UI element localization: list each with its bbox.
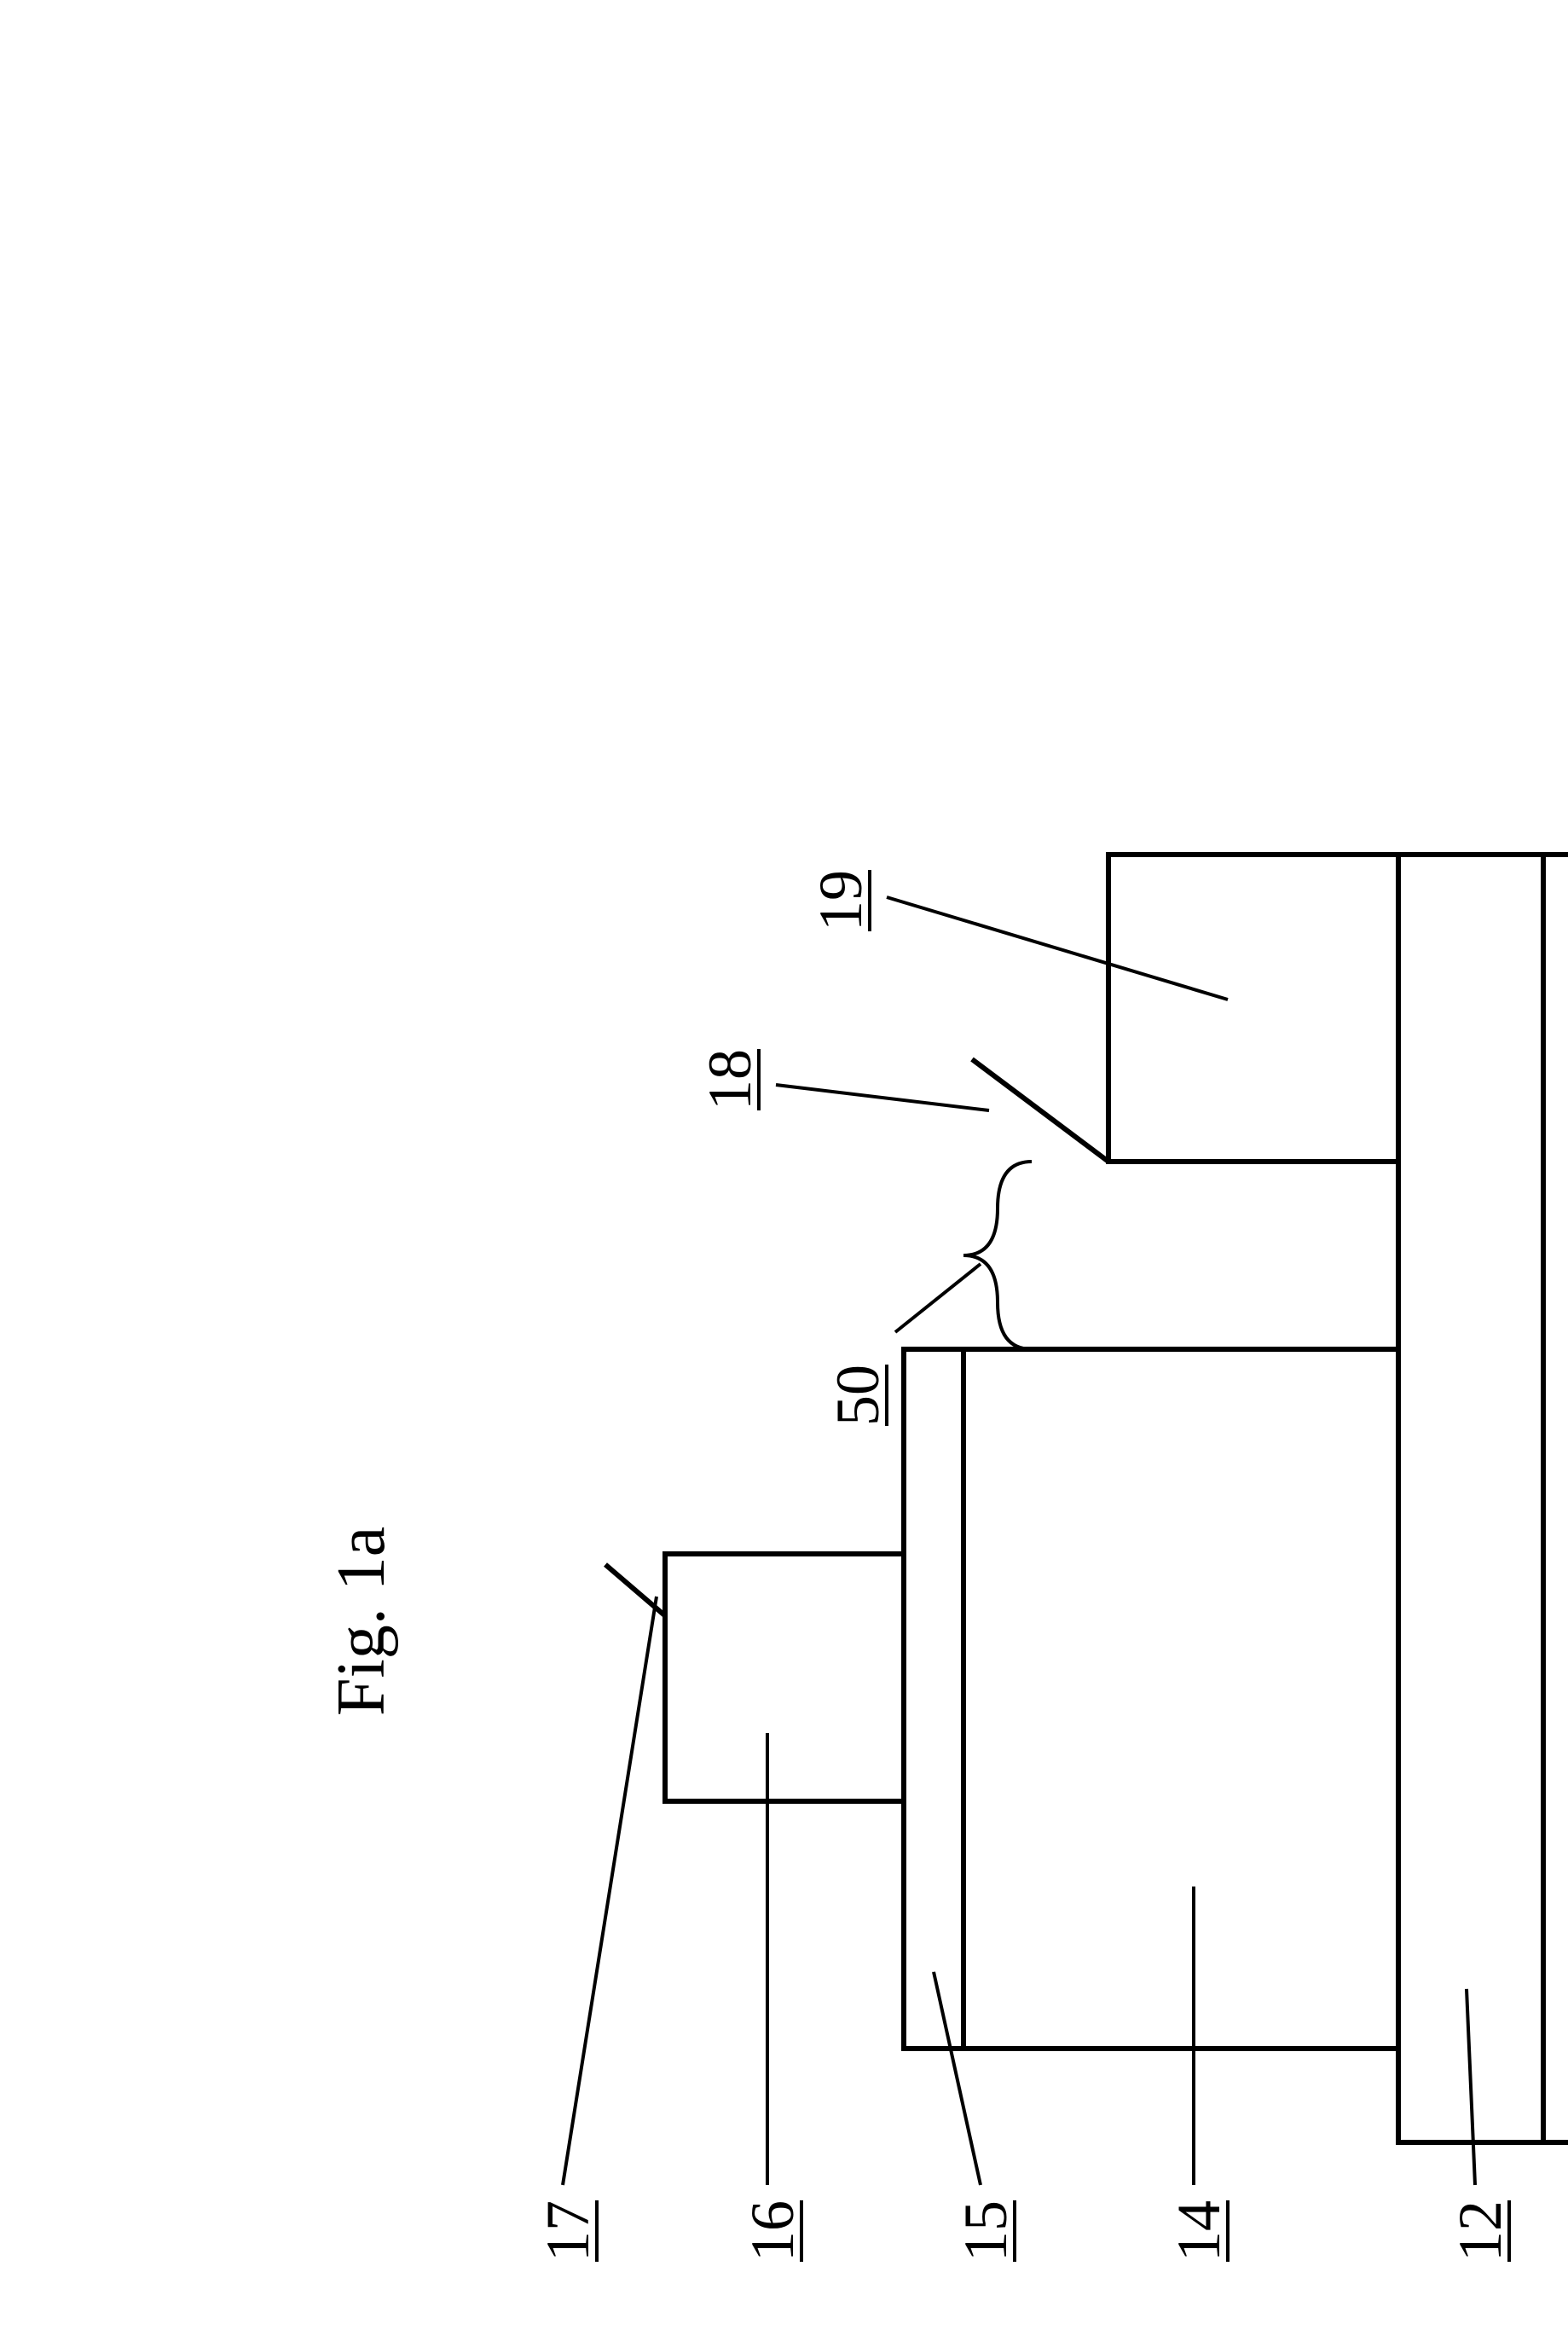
ref-50-label: 50 bbox=[824, 1365, 892, 1426]
ref-16-label: 16 bbox=[738, 2200, 807, 2262]
ref-18-leader bbox=[776, 1085, 989, 1110]
ref-17-label: 17 bbox=[534, 2200, 602, 2262]
ref-50-leader bbox=[895, 1264, 981, 1332]
layer-19 bbox=[1108, 855, 1398, 1162]
ref-15-label: 15 bbox=[952, 2200, 1020, 2262]
ref-15-leader bbox=[934, 1972, 981, 2185]
ref-14-label: 14 bbox=[1165, 2200, 1233, 2262]
layer-16 bbox=[665, 1554, 904, 1801]
layer-18-edge-line bbox=[972, 1059, 1108, 1162]
gap-50-brace bbox=[963, 1162, 1032, 1349]
ref-17-leader bbox=[563, 1597, 657, 2185]
layer-14 bbox=[963, 1349, 1398, 2049]
ref-18-label: 18 bbox=[696, 1049, 764, 1110]
layer-15 bbox=[904, 1349, 963, 2049]
layer-11 bbox=[1543, 855, 1568, 2142]
figure-title: Fig. 1a bbox=[324, 1527, 399, 1716]
figure-diagram: 111214151617501819Fig. 1a bbox=[0, 0, 1568, 2330]
ref-12-leader bbox=[1467, 1989, 1475, 2185]
layer-12 bbox=[1398, 855, 1543, 2142]
ref-19-leader bbox=[887, 897, 1228, 1000]
ref-12-label: 12 bbox=[1446, 2200, 1514, 2262]
ref-19-label: 19 bbox=[807, 870, 875, 931]
